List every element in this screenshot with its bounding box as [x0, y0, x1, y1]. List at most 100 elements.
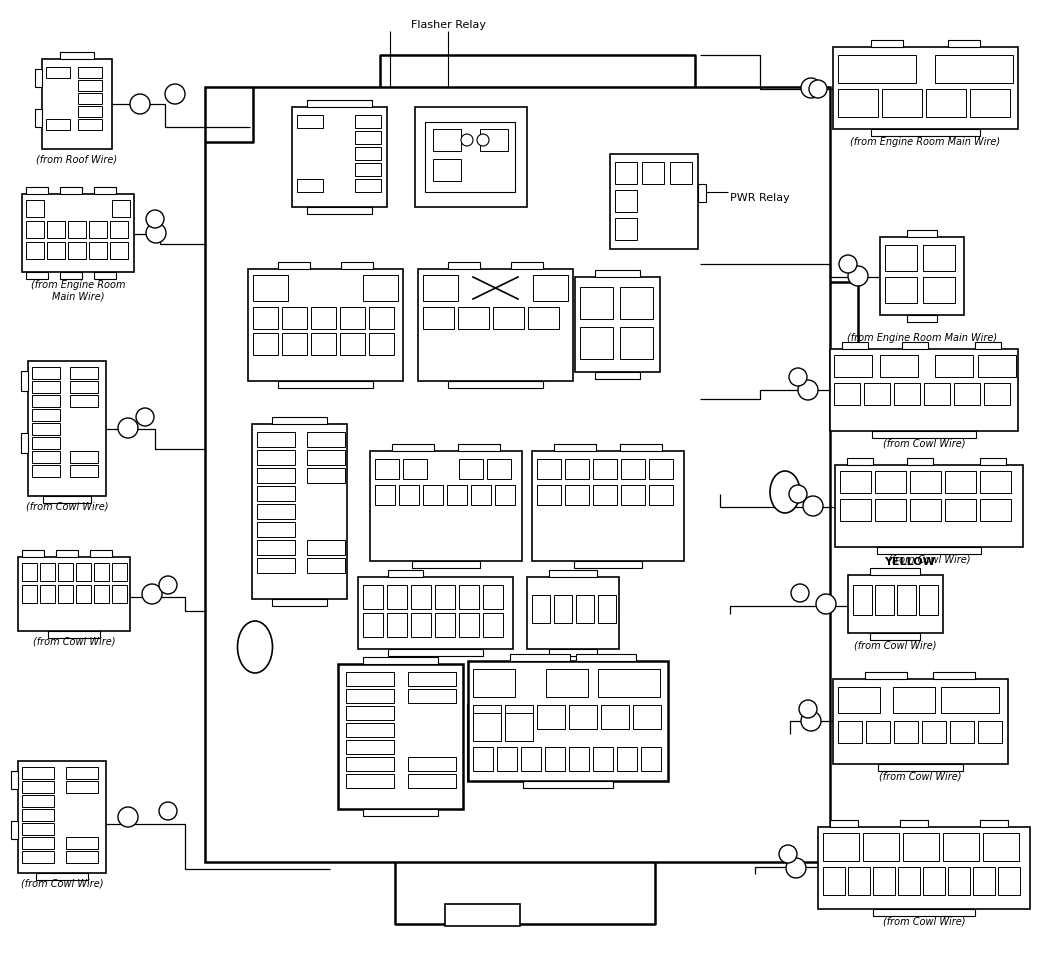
- Text: 6: 6: [371, 593, 376, 602]
- Bar: [278, 263, 310, 269]
- Bar: [363, 809, 438, 816]
- Text: 5: 5: [99, 568, 103, 577]
- Bar: [523, 781, 612, 788]
- Bar: [58, 585, 73, 604]
- Bar: [487, 459, 511, 480]
- Text: 3: 3: [43, 398, 49, 405]
- Bar: [872, 431, 976, 439]
- Bar: [67, 837, 98, 849]
- Text: 6: 6: [81, 469, 87, 475]
- Bar: [423, 308, 454, 329]
- Bar: [411, 585, 431, 610]
- Text: 7: 7: [625, 756, 629, 763]
- Text: 4: 4: [516, 723, 522, 732]
- Circle shape: [802, 78, 821, 99]
- Text: 3: 3: [307, 183, 313, 189]
- Bar: [94, 563, 109, 581]
- Bar: [293, 108, 386, 207]
- Bar: [408, 689, 456, 703]
- Bar: [480, 130, 508, 152]
- Text: 9: 9: [43, 426, 49, 432]
- Bar: [346, 774, 394, 788]
- Bar: [415, 108, 527, 207]
- Text: 1: 1: [856, 696, 862, 704]
- Text: 7: 7: [307, 119, 313, 125]
- Text: 12: 12: [271, 455, 281, 461]
- Text: 10: 10: [365, 693, 375, 700]
- Text: 4: 4: [54, 226, 58, 234]
- Text: 1: 1: [626, 679, 631, 688]
- Bar: [18, 762, 106, 873]
- Text: 6: 6: [478, 492, 484, 498]
- Text: 7: 7: [905, 391, 909, 397]
- Bar: [392, 445, 434, 452]
- Bar: [386, 613, 407, 638]
- Bar: [878, 765, 963, 771]
- Bar: [48, 632, 100, 639]
- Bar: [576, 595, 595, 623]
- Bar: [833, 679, 1008, 765]
- Text: 9: 9: [958, 506, 963, 515]
- Text: 10: 10: [77, 784, 87, 790]
- Text: 2: 2: [882, 596, 887, 605]
- Bar: [76, 585, 91, 604]
- Bar: [94, 188, 116, 195]
- Bar: [94, 585, 109, 604]
- Bar: [641, 747, 661, 771]
- Text: 9: 9: [574, 492, 580, 498]
- Bar: [388, 571, 423, 578]
- Bar: [838, 90, 878, 118]
- Bar: [423, 485, 444, 506]
- Text: 4: 4: [384, 465, 390, 474]
- Text: 8: 8: [516, 713, 522, 722]
- Bar: [425, 123, 515, 193]
- Text: 9: 9: [63, 590, 68, 599]
- Bar: [873, 867, 895, 895]
- Bar: [565, 459, 589, 480]
- Bar: [923, 278, 955, 303]
- Text: 10: 10: [72, 247, 81, 256]
- Text: YELLOW: YELLOW: [885, 556, 936, 567]
- Bar: [26, 201, 44, 218]
- Text: 13: 13: [1004, 878, 1014, 884]
- Bar: [554, 445, 596, 452]
- Bar: [866, 721, 890, 743]
- Bar: [369, 333, 394, 356]
- Text: 11: 11: [290, 342, 299, 348]
- Bar: [307, 469, 345, 484]
- Bar: [554, 595, 572, 623]
- Bar: [569, 747, 589, 771]
- Bar: [408, 774, 456, 788]
- Text: 2: 2: [118, 204, 124, 214]
- Bar: [68, 243, 86, 260]
- Bar: [89, 222, 107, 238]
- Bar: [22, 563, 37, 581]
- Bar: [282, 333, 307, 356]
- Bar: [532, 452, 684, 561]
- Bar: [497, 747, 517, 771]
- Text: 2: 2: [595, 299, 599, 308]
- Text: 11: 11: [97, 590, 107, 599]
- Bar: [601, 705, 629, 730]
- Text: 2: 2: [324, 545, 328, 551]
- Bar: [90, 550, 112, 557]
- Bar: [70, 395, 98, 408]
- Bar: [865, 672, 907, 679]
- Text: 8: 8: [431, 492, 435, 498]
- Bar: [473, 747, 493, 771]
- Bar: [875, 585, 894, 615]
- Bar: [22, 823, 54, 835]
- Text: 3: 3: [541, 314, 546, 324]
- Text: 3: 3: [63, 568, 68, 577]
- Bar: [598, 595, 616, 623]
- Text: 1: 1: [634, 299, 639, 308]
- Bar: [340, 333, 365, 356]
- Bar: [870, 634, 920, 641]
- Bar: [36, 873, 88, 880]
- Bar: [312, 308, 336, 329]
- Text: (from Cowl Wire): (from Cowl Wire): [879, 771, 961, 781]
- Bar: [257, 486, 295, 502]
- Text: 5: 5: [324, 437, 328, 443]
- Circle shape: [118, 419, 138, 439]
- Text: 1: 1: [679, 170, 683, 178]
